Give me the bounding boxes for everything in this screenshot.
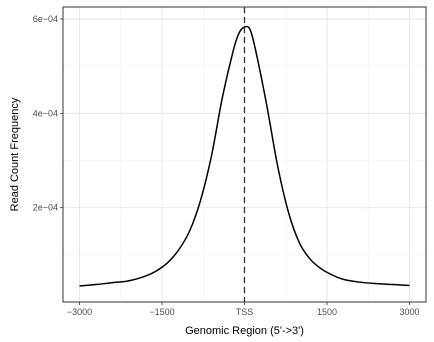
- axis-ticks: −3000 −1500 TSS 1500 3000 2e−04 4e−04 6e−04: [33, 14, 420, 317]
- x-tick-label: TSS: [236, 307, 254, 317]
- y-axis-title: Read Count Frequency: [9, 97, 21, 211]
- x-tick-label: −1500: [149, 307, 174, 317]
- x-tick-label: 3000: [399, 307, 419, 317]
- x-tick-label: 1500: [317, 307, 337, 317]
- x-axis-title: Genomic Region (5'->3'): [185, 325, 304, 337]
- y-tick-label: 6e−04: [33, 14, 58, 24]
- y-tick-label: 2e−04: [33, 203, 58, 213]
- x-tick-label: −3000: [67, 307, 92, 317]
- profile-line: [79, 25, 410, 287]
- y-tick-label: 4e−04: [33, 108, 58, 118]
- profile-line-group: [79, 7, 410, 302]
